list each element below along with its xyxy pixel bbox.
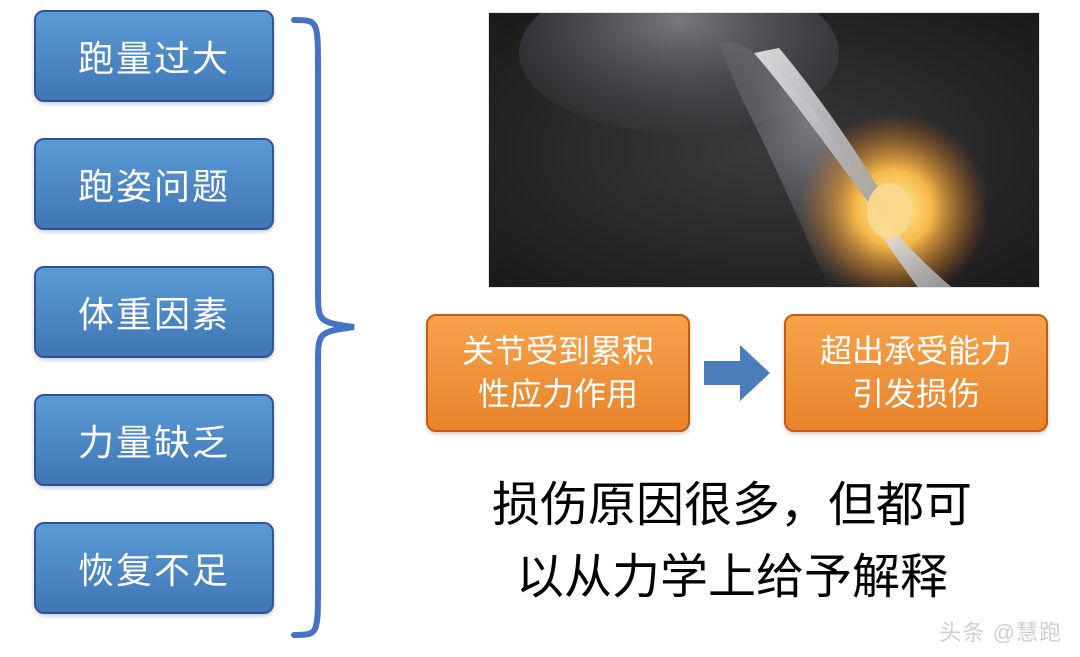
cause-label: 恢复不足 [78,542,230,594]
cause-box: 力量缺乏 [34,394,274,486]
cause-label: 力量缺乏 [78,414,230,466]
cause-box: 跑姿问题 [34,138,274,230]
effect-box: 关节受到累积 性应力作用 [426,314,690,432]
watermark: 头条 @慧跑 [940,615,1062,647]
cause-label: 体重因素 [78,286,230,338]
hero-image [488,12,1040,288]
knee-illustration [489,13,1040,288]
arrow-right-icon [704,345,770,401]
effect-line: 性应力作用 [478,373,638,416]
cause-box: 恢复不足 [34,522,274,614]
cause-label: 跑量过大 [78,30,230,82]
explanation-text: 损伤原因很多，但都可 以从力学上给予解释 [396,470,1068,614]
explain-line: 以从力学上给予解释 [396,542,1068,614]
effect-line: 关节受到累积 [462,330,654,373]
effects-row: 关节受到累积 性应力作用 超出承受能力 引发损伤 [426,314,1048,432]
explain-line: 损伤原因很多，但都可 [396,470,1068,542]
cause-box: 体重因素 [34,266,274,358]
brace-path [294,20,354,635]
cause-label: 跑姿问题 [78,158,230,210]
effect-line: 引发损伤 [852,373,980,416]
canvas: 跑量过大 跑姿问题 体重因素 力量缺乏 恢复不足 [0,0,1080,657]
cause-box: 跑量过大 [34,10,274,102]
causes-column: 跑量过大 跑姿问题 体重因素 力量缺乏 恢复不足 [34,10,274,614]
effect-line: 超出承受能力 [820,330,1012,373]
effect-box: 超出承受能力 引发损伤 [784,314,1048,432]
brace-icon [284,10,364,645]
